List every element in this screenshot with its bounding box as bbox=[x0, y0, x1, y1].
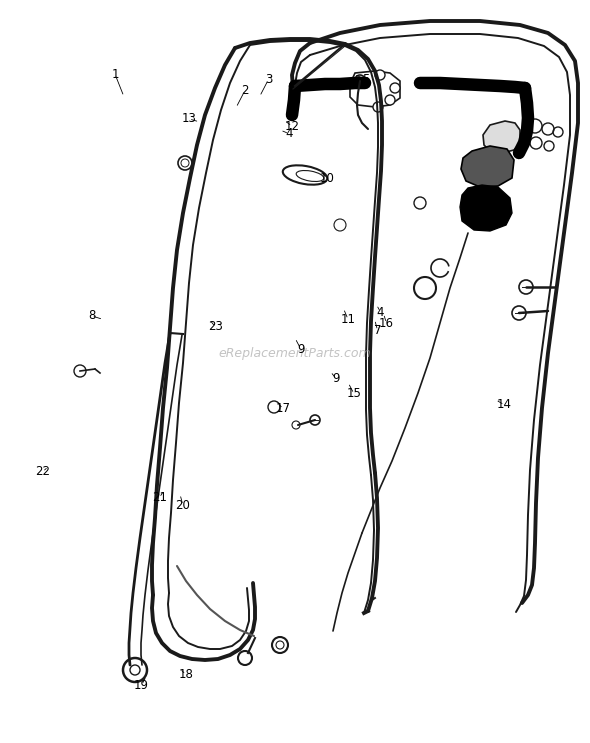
Text: 7: 7 bbox=[374, 324, 381, 337]
Circle shape bbox=[512, 306, 526, 320]
Text: 11: 11 bbox=[340, 313, 356, 326]
Text: 19: 19 bbox=[134, 678, 149, 692]
Text: 14: 14 bbox=[497, 398, 512, 412]
Text: 20: 20 bbox=[175, 499, 191, 512]
Text: 9: 9 bbox=[297, 343, 304, 356]
Text: 4: 4 bbox=[286, 127, 293, 140]
Text: 16: 16 bbox=[379, 317, 394, 330]
Polygon shape bbox=[460, 185, 512, 231]
Polygon shape bbox=[483, 121, 520, 153]
Circle shape bbox=[390, 83, 400, 93]
Text: 17: 17 bbox=[276, 402, 291, 415]
Text: 3: 3 bbox=[265, 73, 272, 86]
Circle shape bbox=[310, 415, 320, 425]
Text: 2: 2 bbox=[241, 84, 248, 97]
Text: 9: 9 bbox=[333, 372, 340, 386]
Text: 10: 10 bbox=[320, 172, 335, 185]
Text: 21: 21 bbox=[152, 491, 167, 504]
Text: 12: 12 bbox=[284, 120, 300, 133]
Circle shape bbox=[519, 280, 533, 294]
Circle shape bbox=[373, 102, 383, 112]
Circle shape bbox=[375, 70, 385, 80]
Text: 13: 13 bbox=[181, 112, 196, 126]
Text: 23: 23 bbox=[208, 320, 223, 334]
Text: 8: 8 bbox=[88, 309, 95, 322]
Text: 4: 4 bbox=[377, 305, 384, 319]
Text: eReplacementParts.com: eReplacementParts.com bbox=[219, 346, 371, 360]
Circle shape bbox=[385, 95, 395, 105]
Text: 5: 5 bbox=[362, 73, 369, 86]
Text: 15: 15 bbox=[346, 387, 362, 400]
Polygon shape bbox=[461, 146, 514, 187]
Text: 1: 1 bbox=[112, 68, 119, 81]
Text: 18: 18 bbox=[178, 668, 194, 681]
Text: 22: 22 bbox=[35, 465, 50, 478]
